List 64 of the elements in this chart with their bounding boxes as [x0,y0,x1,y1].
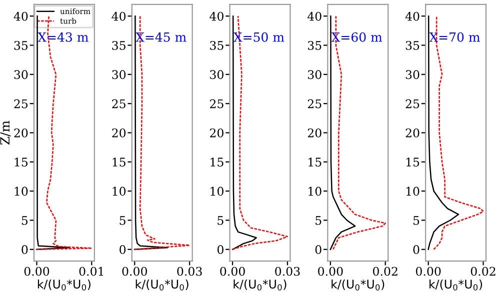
x-tick-label: 0.03 [275,266,300,276]
y-tick-label: 35 [210,40,224,50]
y-tick-label: 35 [14,40,28,50]
y-tick-label: 0 [22,245,28,254]
x-tick-label: 0.02 [372,266,398,276]
y-tick-label: 40 [210,12,224,21]
x-axis-title: k/(U$_{0}$*U$_{0}$) [234,279,286,290]
y-tick-label: 30 [210,70,224,80]
y-tick-label: 10 [308,186,322,196]
y-tick-label: 30 [14,70,28,80]
x-axis-title: k/(U$_{0}$*U$_{0}$) [136,279,188,290]
y-tick-label: 40 [307,12,322,21]
x-axis-title: k/(U$_{0}$*U$_{0}$) [332,279,384,290]
line-series [332,15,386,250]
y-tick-label: 10 [406,186,420,196]
y-tick-label: 0 [120,245,126,254]
y-tick-label: 40 [14,12,28,21]
y-tick-label: 40 [405,12,420,21]
x-tick-label: 0.00 [318,266,343,276]
y-tick-label: 20 [210,128,224,138]
x-tick-label: 0.02 [470,266,496,276]
y-tick-label: 35 [112,40,126,50]
y-tick-label: 5 [22,216,28,225]
y-tick-label: 40 [112,12,126,21]
y-tick-label: 5 [120,216,126,225]
x-axis-title: k/(U$_{0}$*U$_{0}$) [38,279,90,290]
y-tick-label: 0 [218,245,224,254]
y-tick-label: 20 [112,128,126,138]
y-tick-label: 20 [14,128,28,138]
y-tick-label: 15 [406,158,420,167]
y-tick-label: 25 [14,99,28,108]
y-tick-label: 25 [210,99,224,108]
y-tick-label: 15 [210,158,224,167]
x-axis-title: k/(U$_{0}$*U$_{0}$) [430,279,482,290]
y-tick-label: 30 [308,70,322,80]
y-tick-label: 25 [112,99,126,108]
y-tick-label: 10 [14,186,28,196]
x-tick-label: 0.01 [79,266,104,276]
x-tick-label: 0.00 [220,266,245,276]
y-tick-label: 5 [218,216,224,225]
x-tick-label: 0.00 [24,266,50,276]
x-tick-label: 0.03 [177,266,202,276]
y-tick-label: 10 [112,186,126,196]
y-tick-label: 35 [308,40,322,50]
y-tick-label: 5 [414,216,420,225]
y-tick-label: 20 [406,128,420,138]
y-tick-label: 20 [308,128,322,138]
y-tick-label: 15 [14,158,28,167]
y-tick-label: 15 [308,158,322,167]
annotation: X=50 m [233,32,284,42]
y-tick-label: 10 [210,186,224,196]
y-tick-label: 25 [406,99,420,108]
y-tick-label: 35 [406,40,420,50]
x-tick-label: 0.00 [416,266,441,276]
annotation: X=70 m [429,32,480,42]
y-tick-label: 15 [112,158,126,167]
y-tick-label: 25 [308,99,322,108]
y-tick-label: 30 [112,70,126,80]
y-tick-label: 30 [406,70,420,80]
y-tick-label: 0 [413,245,420,254]
y-tick-label: 0 [315,245,322,254]
x-tick-label: 0.00 [122,266,147,276]
y-tick-label: 5 [316,216,322,225]
y-axis-title: Z/m [0,120,11,145]
